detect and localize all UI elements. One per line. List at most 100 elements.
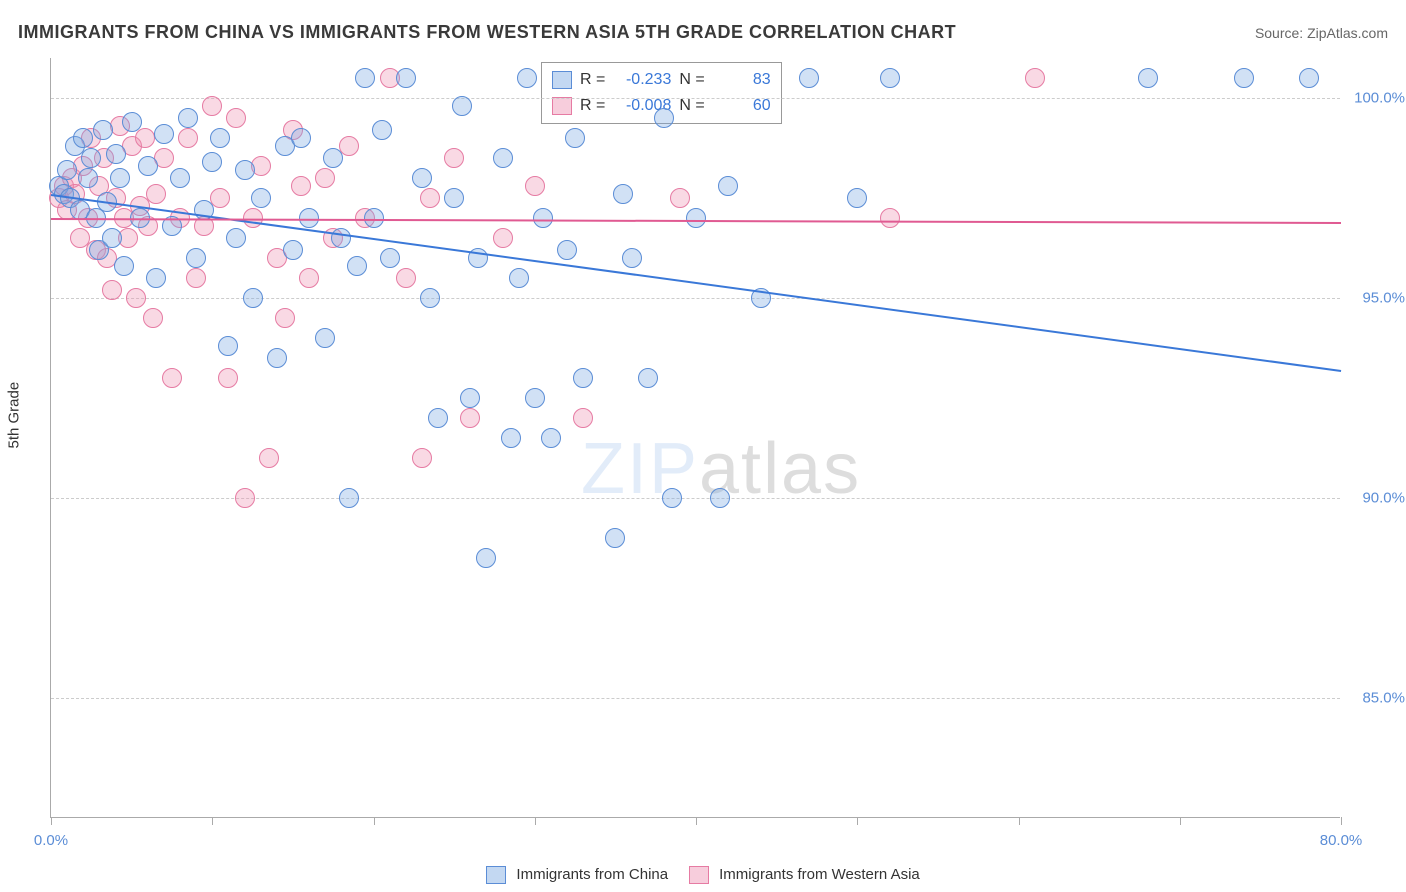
data-point-westasia — [1025, 68, 1045, 88]
gridline — [51, 98, 1340, 99]
chart-header: IMMIGRANTS FROM CHINA VS IMMIGRANTS FROM… — [18, 22, 1388, 43]
data-point-china — [235, 160, 255, 180]
data-point-westasia — [291, 176, 311, 196]
swatch-china-icon — [552, 71, 572, 89]
data-point-china — [372, 120, 392, 140]
data-point-westasia — [670, 188, 690, 208]
data-point-china — [420, 288, 440, 308]
data-point-westasia — [102, 280, 122, 300]
bottom-legend: Immigrants from China Immigrants from We… — [0, 866, 1406, 884]
x-tick — [212, 817, 213, 825]
data-point-westasia — [275, 308, 295, 328]
data-point-china — [444, 188, 464, 208]
y-tick-label: 90.0% — [1362, 490, 1405, 507]
data-point-china — [880, 68, 900, 88]
data-point-westasia — [186, 268, 206, 288]
stats-row-china: R = -0.233 N = 83 — [552, 67, 771, 93]
data-point-china — [638, 368, 658, 388]
data-point-china — [114, 256, 134, 276]
data-point-westasia — [143, 308, 163, 328]
data-point-china — [517, 68, 537, 88]
legend-china-label: Immigrants from China — [516, 866, 668, 883]
y-tick-label: 85.0% — [1362, 690, 1405, 707]
x-tick — [1180, 817, 1181, 825]
data-point-china — [226, 228, 246, 248]
data-point-westasia — [444, 148, 464, 168]
x-tick — [535, 817, 536, 825]
data-point-china — [202, 152, 222, 172]
legend-westasia-label: Immigrants from Western Asia — [719, 866, 920, 883]
x-tick — [1341, 817, 1342, 825]
scatter-chart: ZIPatlas R = -0.233 N = 83 R = -0.008 N … — [50, 58, 1340, 818]
x-tick — [1019, 817, 1020, 825]
data-point-china — [412, 168, 432, 188]
data-point-china — [93, 120, 113, 140]
westasia-n-value: 60 — [713, 97, 771, 115]
data-point-china — [686, 208, 706, 228]
data-point-china — [1138, 68, 1158, 88]
data-point-westasia — [218, 368, 238, 388]
data-point-china — [565, 128, 585, 148]
data-point-china — [267, 348, 287, 368]
data-point-china — [525, 388, 545, 408]
chart-title: IMMIGRANTS FROM CHINA VS IMMIGRANTS FROM… — [18, 22, 956, 43]
data-point-china — [138, 156, 158, 176]
data-point-china — [509, 268, 529, 288]
data-point-westasia — [146, 184, 166, 204]
data-point-china — [541, 428, 561, 448]
data-point-china — [291, 128, 311, 148]
y-axis-label: 5th Grade — [6, 382, 23, 449]
data-point-china — [355, 68, 375, 88]
data-point-china — [460, 388, 480, 408]
data-point-china — [81, 148, 101, 168]
x-tick — [51, 817, 52, 825]
data-point-westasia — [396, 268, 416, 288]
data-point-westasia — [412, 448, 432, 468]
data-point-westasia — [525, 176, 545, 196]
data-point-china — [396, 68, 416, 88]
data-point-china — [110, 168, 130, 188]
n-label: N = — [679, 97, 704, 115]
data-point-china — [154, 124, 174, 144]
data-point-china — [718, 176, 738, 196]
data-point-westasia — [573, 408, 593, 428]
x-tick — [696, 817, 697, 825]
legend-westasia-swatch-icon — [689, 866, 709, 884]
data-point-china — [57, 160, 77, 180]
data-point-china — [654, 108, 674, 128]
data-point-westasia — [880, 208, 900, 228]
data-point-china — [347, 256, 367, 276]
data-point-china — [847, 188, 867, 208]
data-point-china — [178, 108, 198, 128]
swatch-westasia-icon — [552, 97, 572, 115]
data-point-china — [557, 240, 577, 260]
data-point-china — [428, 408, 448, 428]
data-point-china — [339, 488, 359, 508]
y-tick-label: 95.0% — [1362, 290, 1405, 307]
x-tick-label: 80.0% — [1320, 832, 1363, 849]
data-point-china — [380, 248, 400, 268]
data-point-china — [533, 208, 553, 228]
data-point-china — [622, 248, 642, 268]
data-point-china — [493, 148, 513, 168]
data-point-china — [452, 96, 472, 116]
data-point-westasia — [315, 168, 335, 188]
data-point-westasia — [299, 268, 319, 288]
data-point-china — [283, 240, 303, 260]
gridline — [51, 698, 1340, 699]
data-point-westasia — [178, 128, 198, 148]
x-tick — [374, 817, 375, 825]
source-attribution: Source: ZipAtlas.com — [1255, 25, 1388, 41]
data-point-china — [613, 184, 633, 204]
data-point-westasia — [259, 448, 279, 468]
x-tick-label: 0.0% — [34, 832, 68, 849]
data-point-westasia — [235, 488, 255, 508]
data-point-china — [315, 328, 335, 348]
china-n-value: 83 — [713, 71, 771, 89]
data-point-westasia — [420, 188, 440, 208]
data-point-china — [1234, 68, 1254, 88]
data-point-china — [662, 488, 682, 508]
data-point-china — [102, 228, 122, 248]
data-point-china — [170, 168, 190, 188]
x-tick — [857, 817, 858, 825]
